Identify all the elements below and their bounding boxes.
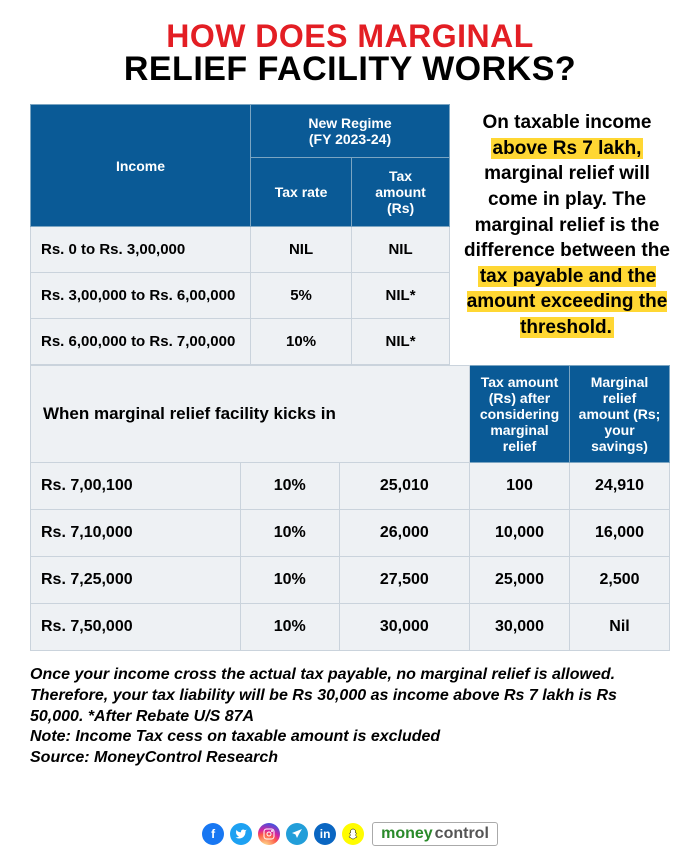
header-tax-amount: Taxamount(Rs) bbox=[352, 158, 450, 227]
title-line-1: HOW DOES MARGINAL bbox=[30, 20, 670, 52]
footer: f in moneycontrol bbox=[0, 822, 700, 846]
highlight-threshold: above Rs 7 lakh, bbox=[491, 138, 644, 159]
table-row: Rs. 3,00,000 to Rs. 6,00,000 5% NIL* bbox=[31, 273, 450, 319]
table-row: Rs. 6,00,000 to Rs. 7,00,000 10% NIL* bbox=[31, 319, 450, 365]
explanation-text: On taxable income above Rs 7 lakh, margi… bbox=[464, 104, 670, 365]
highlight-definition: tax payable and the amount exceeding the… bbox=[467, 266, 668, 338]
table-row: Rs. 7,00,100 10% 25,010 100 24,910 bbox=[31, 463, 670, 510]
header-income: Income bbox=[31, 105, 251, 227]
table-row: Rs. 0 to Rs. 3,00,000 NIL NIL bbox=[31, 227, 450, 273]
table-row: Rs. 7,25,000 10% 27,500 25,000 2,500 bbox=[31, 557, 670, 604]
header-tax-rate: Tax rate bbox=[251, 158, 352, 227]
header-kicks-in: When marginal relief facility kicks in bbox=[31, 366, 470, 463]
title-line-2: RELIEF FACILITY WORKS? bbox=[30, 52, 670, 86]
moneycontrol-logo[interactable]: moneycontrol bbox=[372, 822, 498, 846]
header-after-relief: Tax amount (Rs) after considering margin… bbox=[470, 366, 570, 463]
instagram-icon[interactable] bbox=[258, 823, 280, 845]
footnote-text: Once your income cross the actual tax pa… bbox=[30, 665, 670, 769]
header-regime: New Regime(FY 2023-24) bbox=[251, 105, 450, 158]
header-savings: Marginal relief amount (Rs; your savings… bbox=[570, 366, 670, 463]
telegram-icon[interactable] bbox=[286, 823, 308, 845]
linkedin-icon[interactable]: in bbox=[314, 823, 336, 845]
snapchat-icon[interactable] bbox=[342, 823, 364, 845]
twitter-icon[interactable] bbox=[230, 823, 252, 845]
marginal-relief-table: When marginal relief facility kicks in T… bbox=[30, 365, 670, 651]
table-row: Rs. 7,50,000 10% 30,000 30,000 Nil bbox=[31, 604, 670, 651]
social-icons: f in bbox=[202, 823, 364, 845]
facebook-icon[interactable]: f bbox=[202, 823, 224, 845]
table-row: Rs. 7,10,000 10% 26,000 10,000 16,000 bbox=[31, 510, 670, 557]
page-title: HOW DOES MARGINAL RELIEF FACILITY WORKS? bbox=[30, 20, 670, 86]
tax-slab-table: Income New Regime(FY 2023-24) Tax rate T… bbox=[30, 104, 450, 365]
